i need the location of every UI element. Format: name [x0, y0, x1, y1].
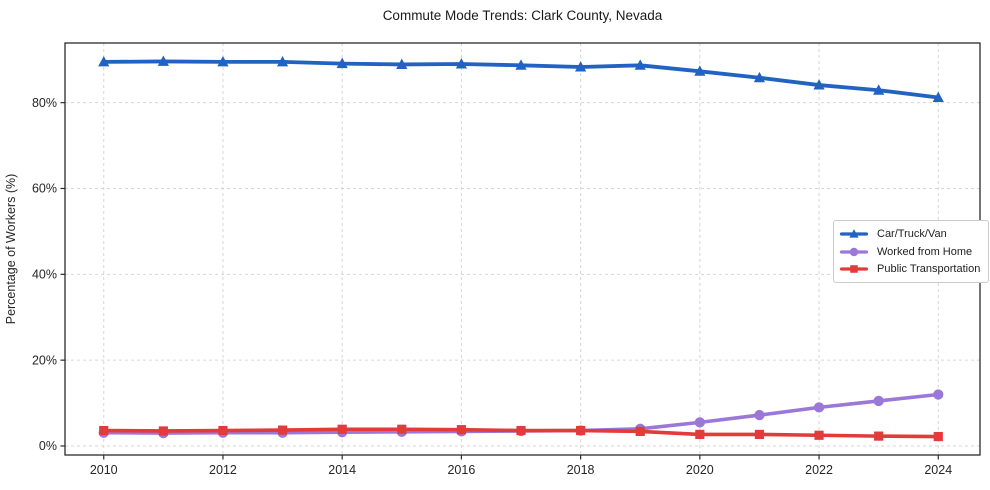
legend-swatch-square-icon [840, 265, 868, 273]
marker-triangle [932, 91, 944, 102]
y-tick-label: 80% [32, 96, 57, 110]
marker-triangle [276, 55, 289, 67]
marker-triangle [157, 55, 169, 66]
legend-label: Car/Truck/Van [877, 228, 947, 240]
marker-triangle [575, 61, 587, 72]
marker-triangle [217, 55, 229, 67]
marker-triangle [455, 58, 468, 69]
marker-circle [754, 409, 765, 421]
marker-triangle [634, 59, 646, 70]
marker-square [516, 425, 526, 436]
legend-label: Public Transportation [877, 263, 981, 275]
marker-square [337, 424, 347, 434]
marker-square [814, 430, 824, 440]
marker-triangle [813, 79, 825, 90]
marker-triangle [98, 55, 110, 67]
x-tick-label: 2010 [90, 463, 118, 477]
series-markers-car-truck-van [98, 55, 944, 102]
marker-square [850, 265, 858, 273]
marker-square [99, 425, 109, 436]
marker-triangle [694, 65, 706, 76]
marker-triangle [753, 71, 766, 83]
legend-swatch-triangle-icon [840, 229, 868, 238]
y-tick-label: 40% [32, 268, 57, 282]
legend-item-car-truck-van: Car/Truck/Van [840, 227, 980, 241]
y-tick-label: 20% [32, 353, 57, 367]
marker-triangle [873, 84, 885, 95]
x-tick-label: 2016 [447, 463, 475, 477]
marker-square [218, 425, 228, 436]
y-tick-label: 60% [32, 182, 57, 196]
marker-circle [933, 389, 944, 400]
marker-square [635, 426, 645, 436]
marker-circle [849, 247, 859, 256]
marker-square [933, 431, 943, 442]
legend-item-worked-from-home: Worked from Home [840, 245, 980, 259]
marker-square [456, 425, 466, 435]
marker-square [158, 426, 168, 436]
marker-triangle [849, 229, 859, 238]
y-axis-label: Percentage of Workers (%) [4, 174, 18, 325]
marker-square [576, 425, 586, 436]
marker-triangle [396, 58, 408, 69]
marker-square [695, 429, 705, 439]
y-tick-label: 0% [39, 439, 57, 453]
x-tick-label: 2018 [567, 463, 595, 477]
chart-title: Commute Mode Trends: Clark County, Nevad… [382, 8, 663, 23]
x-tick-label: 2012 [209, 463, 237, 477]
legend-swatch-circle-icon [840, 247, 868, 256]
marker-square [277, 425, 288, 435]
legend-label: Worked from Home [877, 245, 973, 258]
marker-circle [873, 395, 884, 407]
marker-square [874, 431, 884, 441]
legend: Car/Truck/Van Worked from Home Public Tran… [833, 220, 990, 283]
marker-circle [813, 402, 825, 413]
marker-triangle [336, 57, 348, 69]
x-tick-label: 2022 [805, 463, 833, 477]
series-markers-public-transportation [99, 424, 943, 442]
marker-square [397, 424, 407, 434]
x-tick-label: 2024 [924, 463, 952, 477]
chart-layers: 2010 2012 2014 2016 2018 2020 2022 2024 0% 20% 40%… [32, 42, 981, 477]
legend-item-public-transportation: Public Transportation [840, 262, 980, 276]
marker-circle [694, 417, 705, 428]
x-tick-label: 2020 [686, 463, 714, 477]
marker-square [754, 429, 765, 439]
marker-triangle [515, 59, 527, 70]
x-tick-label: 2014 [328, 463, 356, 477]
